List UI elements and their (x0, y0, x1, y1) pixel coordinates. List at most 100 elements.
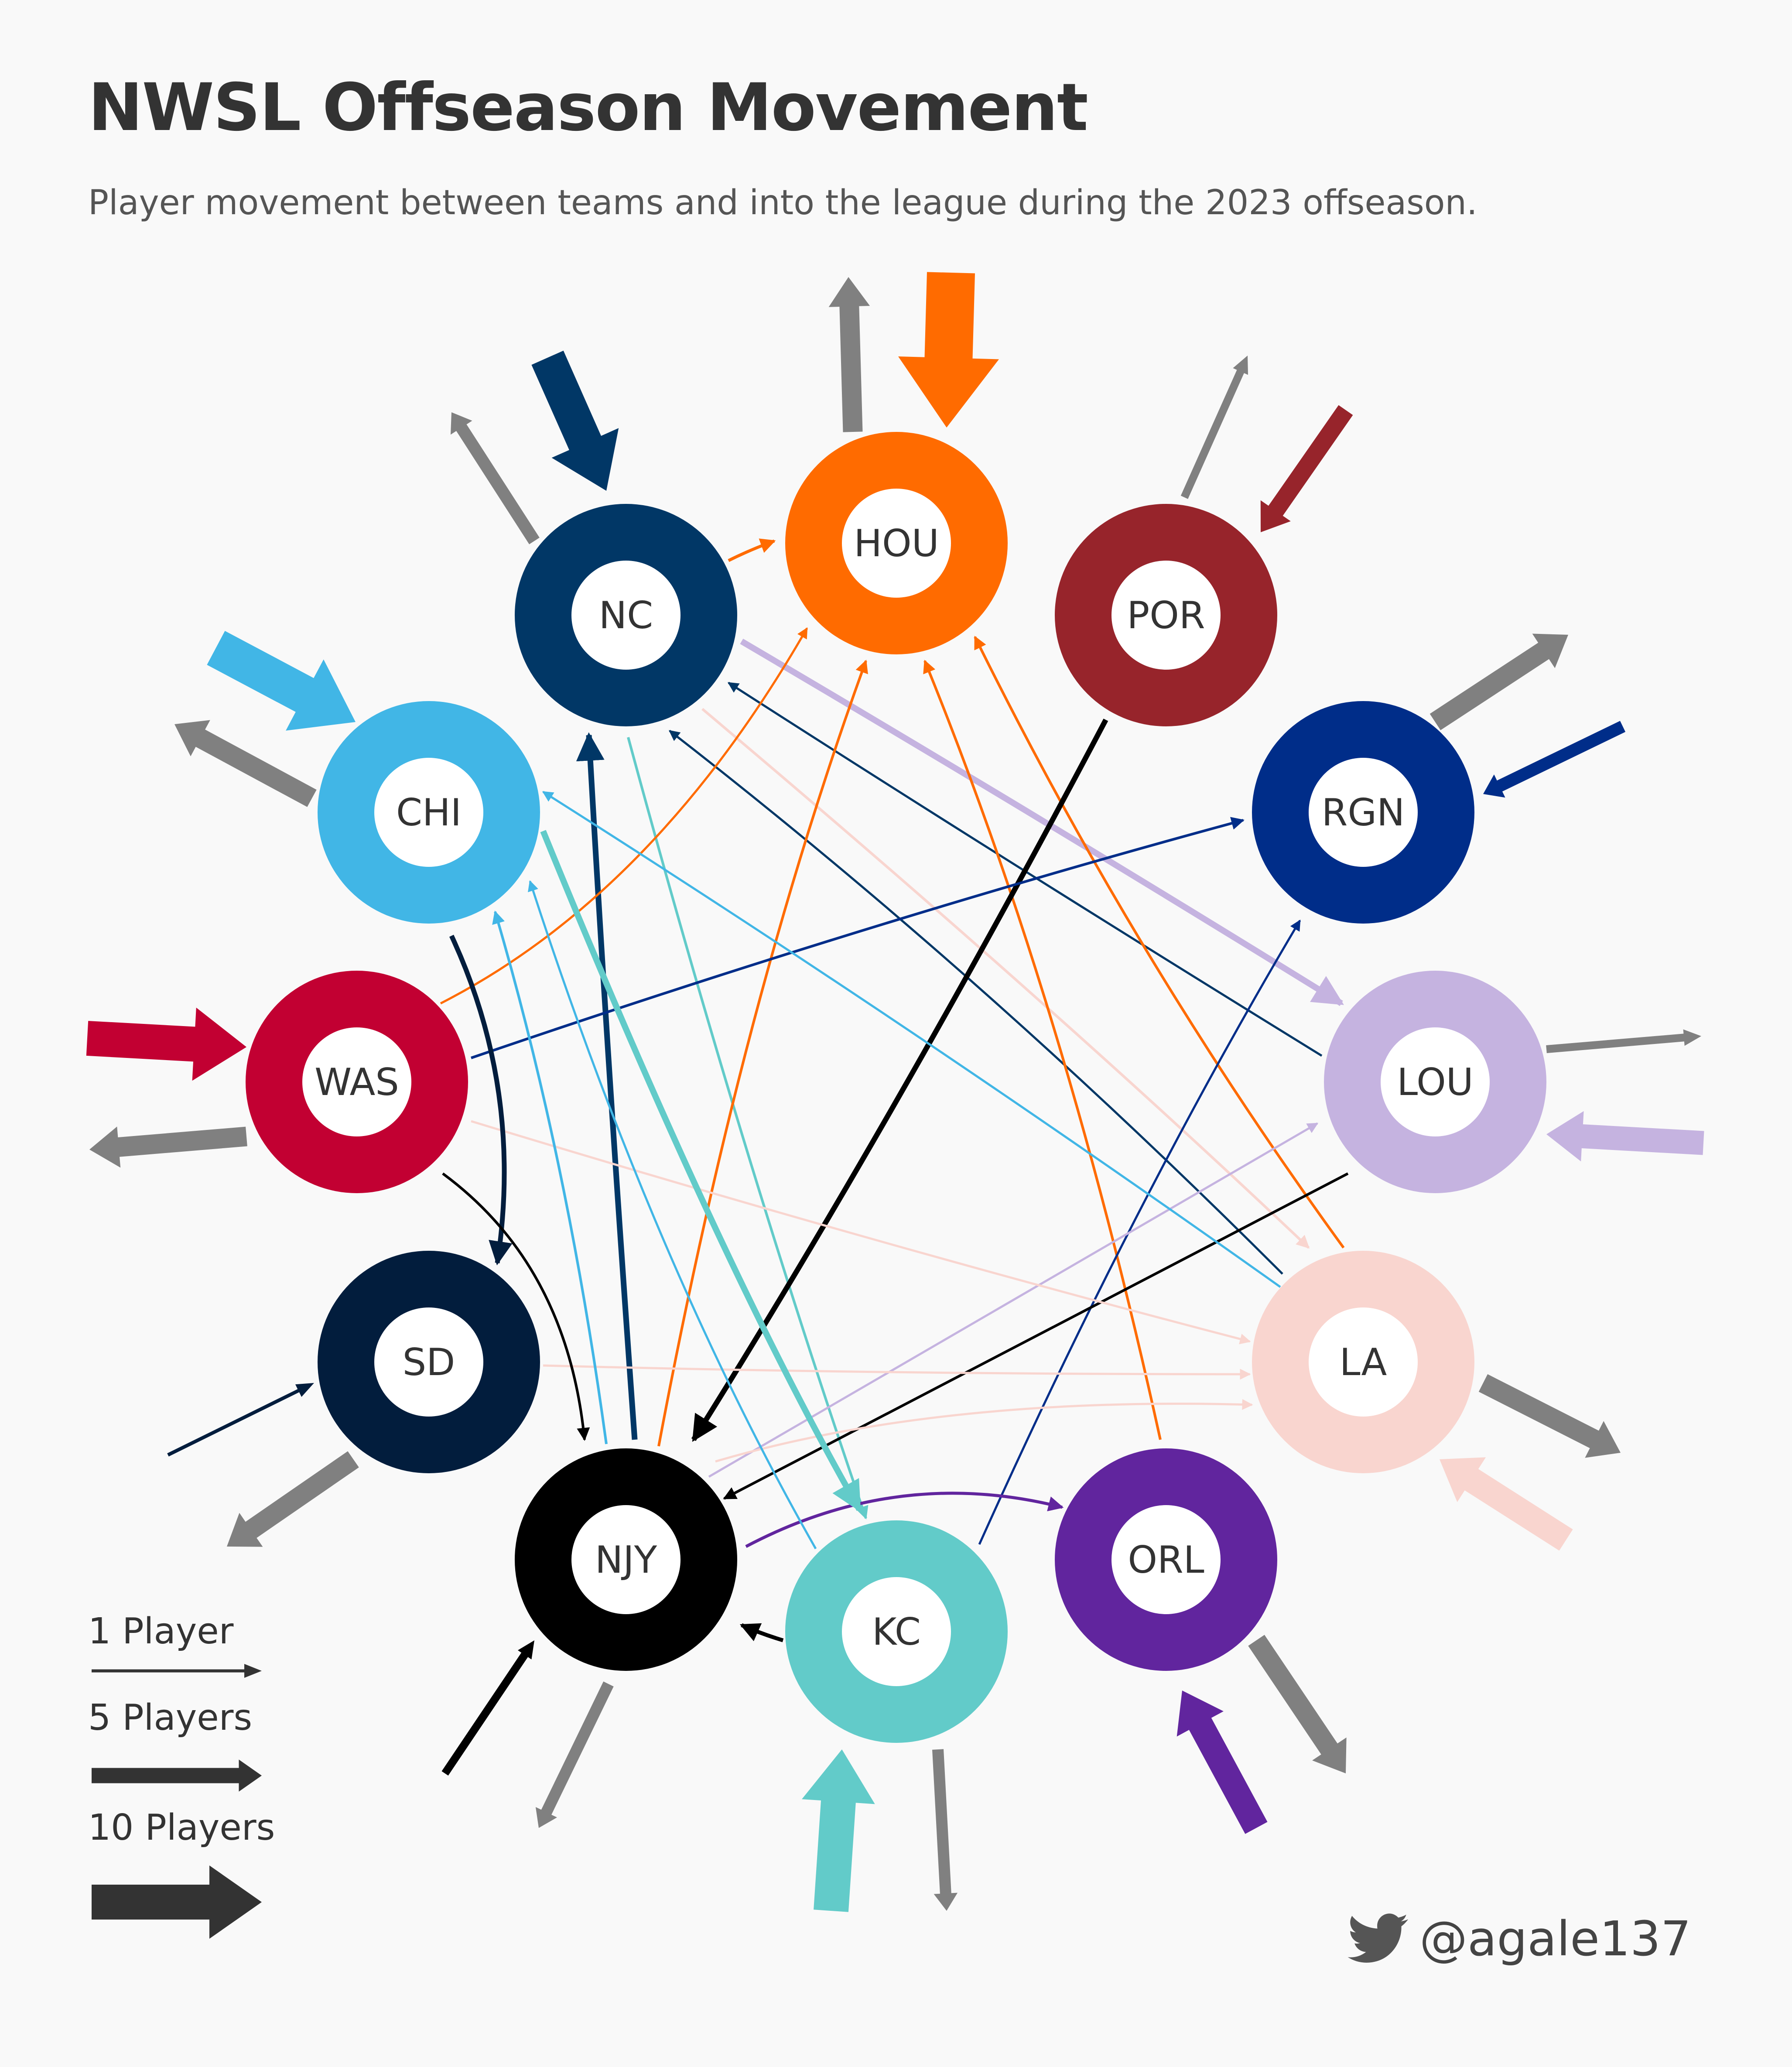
flow-chi-to-kc (540, 830, 862, 1513)
team-node-njy: NJY (515, 1448, 737, 1671)
flow-orl-to-hou (923, 660, 1162, 1440)
flow-was-to-hou (440, 627, 808, 1005)
flow-la-to-chi (542, 791, 1281, 1288)
flow-kc-to-chi (528, 880, 817, 1550)
author-credit: @agale137 (1348, 1911, 1691, 1967)
flow-njy-to-orl (745, 1492, 1064, 1548)
league-in-arrow-por (1260, 405, 1353, 532)
team-node-rgn: RGN (1252, 701, 1474, 924)
league-in-arrow-orl (1176, 1691, 1268, 1834)
team-label: WAS (315, 1061, 399, 1104)
team-node-por: POR (1055, 504, 1277, 726)
team-label: NC (599, 594, 653, 637)
league-out-arrow-por (1180, 356, 1248, 499)
twitter-bird-icon (1348, 1913, 1408, 1963)
league-in-arrow-lou (1546, 1111, 1704, 1162)
team-node-lou: LOU (1324, 971, 1546, 1193)
legend-label-1: 1 Player (88, 1611, 234, 1652)
flow-njy-to-lou (708, 1122, 1319, 1478)
team-label: LOU (1397, 1061, 1474, 1104)
flow-nc-to-kc (627, 737, 869, 1519)
league-out-arrow-nc (451, 412, 540, 544)
flow-was-to-la (471, 1120, 1251, 1345)
team-ring-center (374, 758, 483, 867)
flow-sd-to-la (543, 1364, 1251, 1380)
team-label: HOU (854, 522, 939, 565)
team-label: RGN (1322, 791, 1405, 835)
legend-label-5: 5 Players (88, 1697, 253, 1738)
league-out-arrow-njy (535, 1681, 614, 1828)
league-out-arrow-hou (828, 277, 870, 432)
team-node-was: WAS (246, 971, 468, 1193)
team-label: LA (1340, 1341, 1387, 1384)
league-out-arrow-sd (227, 1451, 359, 1547)
flow-njy-to-hou (657, 660, 868, 1447)
team-ring-center (1309, 758, 1418, 867)
flow-was-to-njy (442, 1172, 590, 1441)
league-out-arrow-rgn (1429, 633, 1568, 730)
team-label: KC (872, 1610, 921, 1654)
team-ring-center (1111, 1505, 1221, 1614)
team-ring-center (842, 489, 951, 598)
team-node-chi: CHI (318, 701, 540, 924)
league-out-arrow-chi (174, 720, 317, 807)
legend-arrow-5 (92, 1759, 262, 1792)
flow-nc-to-hou (728, 538, 776, 562)
team-node-layer: NC HOU POR RGN LOU LA ORL KC NJY SD WAS CHI (246, 432, 1546, 1743)
team-label: ORL (1128, 1538, 1204, 1582)
team-ring-center (1111, 561, 1221, 670)
flow-lou-to-njy (723, 1172, 1349, 1500)
flow-njy-to-nc (576, 732, 638, 1440)
team-ring-center (374, 1307, 483, 1417)
league-in-arrow-was (86, 1007, 247, 1081)
flow-nc-to-la (701, 708, 1310, 1249)
team-node-hou: HOU (785, 432, 1008, 654)
team-label: SD (403, 1341, 455, 1384)
flow-kc-to-rgn (978, 919, 1301, 1545)
team-node-la: LA (1252, 1251, 1474, 1473)
league-flow-layer (86, 272, 1704, 1912)
page-subtitle: Player movement between teams and into t… (88, 183, 1477, 222)
flow-njy-to-la (715, 1399, 1253, 1463)
legend-label-10: 10 Players (88, 1807, 275, 1848)
flow-por-to-njy (691, 719, 1108, 1442)
legend (92, 1664, 262, 1939)
team-flow-layer (440, 538, 1349, 1643)
league-in-arrow-la (1440, 1457, 1573, 1551)
flow-la-to-hou (974, 636, 1345, 1249)
league-in-arrow-hou (898, 272, 999, 428)
team-ring-center (842, 1577, 951, 1686)
team-ring-center (571, 561, 681, 670)
team-node-nc: NC (515, 504, 737, 726)
flow-la-to-nc (669, 730, 1283, 1275)
team-node-kc: KC (785, 1520, 1008, 1743)
flow-lou-to-nc (727, 681, 1323, 1057)
team-label: CHI (396, 791, 462, 835)
league-out-arrow-orl (1248, 1635, 1347, 1773)
league-out-arrow-lou (1546, 1029, 1701, 1053)
team-node-sd: SD (318, 1251, 540, 1473)
league-in-arrow-kc (802, 1749, 875, 1912)
flow-nc-to-lou (740, 638, 1344, 1006)
flow-njy-to-chi (492, 910, 608, 1444)
team-label: POR (1127, 594, 1205, 637)
flow-chi-to-sd (449, 934, 513, 1266)
page-title: NWSL Offseason Movement (88, 70, 1088, 146)
team-label: NJY (595, 1538, 657, 1582)
flow-kc-to-njy (739, 1623, 784, 1643)
league-in-arrow-nc (531, 350, 619, 491)
league-in-arrow-njy (441, 1640, 534, 1776)
flow-was-to-rgn (471, 817, 1245, 1059)
team-ring-center (1309, 1307, 1418, 1417)
league-in-arrow-chi (207, 631, 356, 731)
team-ring-center (302, 1027, 411, 1136)
league-out-arrow-la (1478, 1374, 1621, 1458)
league-in-arrow-rgn (1483, 721, 1626, 798)
legend-arrow-1 (92, 1664, 262, 1678)
league-out-arrow-kc (932, 1749, 958, 1911)
legend-arrow-10 (92, 1865, 262, 1939)
team-node-orl: ORL (1055, 1448, 1277, 1671)
team-ring-center (571, 1505, 681, 1614)
author-handle: @agale137 (1419, 1911, 1691, 1967)
team-ring-center (1381, 1027, 1490, 1136)
